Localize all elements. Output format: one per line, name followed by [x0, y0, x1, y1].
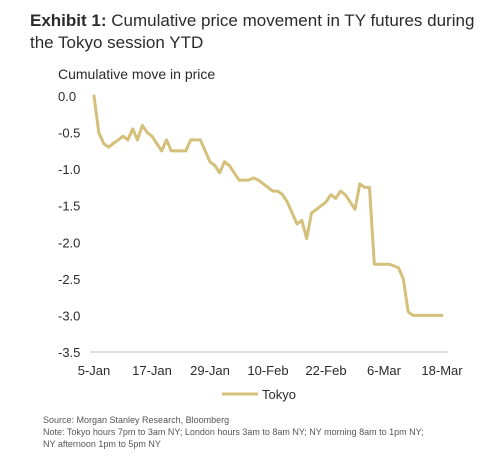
chart-title: Exhibit 1: Cumulative price movement in … — [30, 10, 480, 54]
y-tick-label: -3.0 — [58, 308, 80, 323]
line-chart: Cumulative move in price 0.0 -0.5 -1.0 -1.5… — [58, 66, 463, 402]
x-tick-label: 17-Jan — [132, 363, 172, 378]
x-tick-label: 10-Feb — [247, 363, 288, 378]
y-tick-label: -2.0 — [58, 235, 80, 250]
title-text: Cumulative price movement in TY futures … — [30, 11, 475, 52]
x-tick-label: 22-Feb — [305, 363, 346, 378]
x-tick-label: 6-Mar — [367, 363, 402, 378]
y-tick-label: 0.0 — [58, 89, 76, 104]
hours-note-line1: Note: Tokyo hours 7pm to 3am NY; London … — [43, 427, 424, 437]
y-axis-label: Cumulative move in price — [58, 66, 215, 82]
source-note: Source: Morgan Stanley Research, Bloombe… — [43, 415, 230, 425]
y-tick-label: -1.0 — [58, 162, 80, 177]
y-tick-label: -1.5 — [58, 199, 80, 214]
y-tick-label: -0.5 — [58, 126, 80, 141]
x-tick-label: 5-Jan — [78, 363, 111, 378]
y-tick-label: -3.5 — [58, 345, 80, 360]
x-tick-label: 18-Mar — [421, 363, 463, 378]
y-tick-label: -2.5 — [58, 272, 80, 287]
hours-note-line2: NY afternoon 1pm to 5pm NY — [43, 439, 161, 449]
series-line-tokyo — [92, 94, 444, 317]
legend-label: Tokyo — [262, 387, 296, 402]
x-tick-label: 29-Jan — [190, 363, 230, 378]
chart-footer: Source: Morgan Stanley Research, Bloombe… — [43, 414, 493, 450]
exhibit-label: Exhibit 1: — [30, 11, 107, 30]
